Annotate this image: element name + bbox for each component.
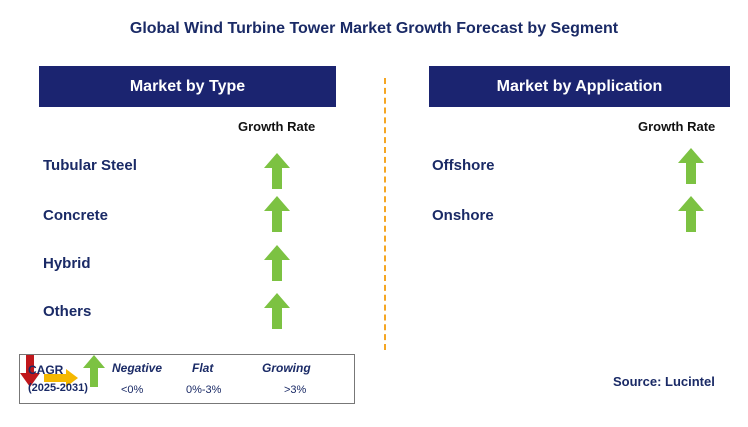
legend-negative-range: <0%	[121, 384, 144, 396]
source-note: Source: Lucintel	[613, 374, 715, 389]
application-label-onshore: Onshore	[432, 207, 494, 224]
up-arrow-icon	[264, 293, 290, 329]
up-arrow-icon	[678, 148, 704, 184]
legend-growing-range: >3%	[284, 384, 307, 396]
legend-growing-label: Growing	[262, 361, 311, 375]
up-arrow-icon	[264, 153, 290, 189]
application-label-offshore: Offshore	[432, 157, 495, 174]
down-arrow-icon	[20, 355, 40, 387]
legend-period: (2025-2031)	[28, 382, 88, 394]
cagr-legend: CAGR (2025-2031) Negative <0% Flat 0%-3%…	[19, 354, 355, 404]
up-arrow-icon	[264, 245, 290, 281]
legend-negative-label: Negative	[112, 361, 163, 375]
market-by-type-header: Market by Type	[39, 66, 336, 107]
legend-flat-range: 0%-3%	[186, 384, 222, 396]
right-growth-rate-header: Growth Rate	[638, 119, 716, 134]
market-by-application-header: Market by Application	[429, 66, 730, 107]
type-label-hybrid: Hybrid	[43, 255, 91, 272]
left-growth-rate-header: Growth Rate	[238, 119, 316, 134]
up-arrow-icon	[82, 355, 105, 387]
up-arrow-icon	[678, 196, 704, 232]
up-arrow-icon	[264, 196, 290, 232]
right-arrow-icon	[44, 369, 79, 387]
type-label-concrete: Concrete	[43, 207, 109, 224]
legend-flat-label: Flat	[192, 361, 214, 375]
legend-cagr-label: CAGR	[28, 363, 64, 377]
page-title: Global Wind Turbine Tower Market Growth …	[129, 20, 619, 37]
panel-divider	[384, 78, 386, 350]
type-label-others: Others	[43, 303, 92, 320]
type-label-tubular-steel: Tubular Steel	[43, 157, 137, 174]
